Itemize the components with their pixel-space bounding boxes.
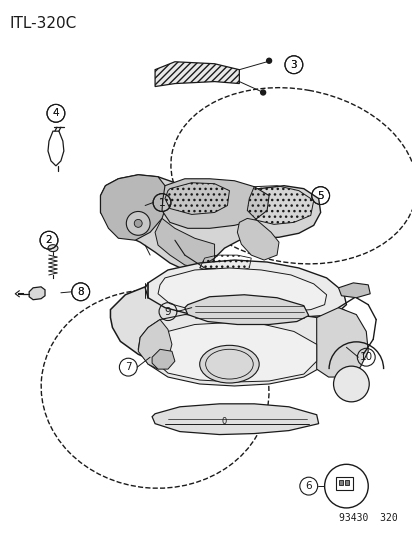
Text: 2: 2 xyxy=(45,235,52,245)
FancyBboxPatch shape xyxy=(335,477,353,490)
Polygon shape xyxy=(29,287,45,300)
Polygon shape xyxy=(161,179,268,228)
Text: 1: 1 xyxy=(158,198,165,207)
Bar xyxy=(344,480,349,485)
Text: 4: 4 xyxy=(52,108,59,118)
Text: 8: 8 xyxy=(77,287,84,297)
Text: ITL-320C: ITL-320C xyxy=(9,16,76,31)
Ellipse shape xyxy=(199,345,259,383)
Circle shape xyxy=(333,366,368,402)
Text: 93430  320: 93430 320 xyxy=(338,513,396,523)
Text: 6: 6 xyxy=(305,481,311,491)
Text: 9: 9 xyxy=(164,306,171,317)
Text: 4: 4 xyxy=(52,108,59,118)
Polygon shape xyxy=(155,219,214,268)
Text: 8: 8 xyxy=(77,287,84,297)
Polygon shape xyxy=(110,280,356,371)
Polygon shape xyxy=(338,283,369,298)
Text: 1: 1 xyxy=(158,198,165,207)
Polygon shape xyxy=(155,62,239,86)
Text: 2: 2 xyxy=(45,235,52,245)
Polygon shape xyxy=(100,175,168,240)
Polygon shape xyxy=(145,260,346,318)
Bar xyxy=(339,480,343,485)
Text: 10: 10 xyxy=(359,352,372,362)
Polygon shape xyxy=(237,219,278,260)
Text: 3: 3 xyxy=(290,60,297,70)
Ellipse shape xyxy=(48,245,58,252)
Polygon shape xyxy=(48,131,64,166)
Polygon shape xyxy=(100,175,320,272)
Polygon shape xyxy=(152,322,316,382)
Circle shape xyxy=(266,58,271,63)
Polygon shape xyxy=(152,349,174,369)
Polygon shape xyxy=(138,320,171,369)
Polygon shape xyxy=(158,268,326,313)
Text: 7: 7 xyxy=(125,362,131,372)
Polygon shape xyxy=(152,404,318,434)
Text: 5: 5 xyxy=(317,191,323,200)
Circle shape xyxy=(134,220,142,228)
Circle shape xyxy=(324,464,367,508)
Polygon shape xyxy=(138,313,336,386)
Circle shape xyxy=(260,90,265,95)
Text: 5: 5 xyxy=(317,191,323,200)
Circle shape xyxy=(126,212,150,235)
Text: 3: 3 xyxy=(290,60,297,70)
Polygon shape xyxy=(184,295,308,325)
Polygon shape xyxy=(316,308,367,377)
Text: 0: 0 xyxy=(221,417,227,426)
